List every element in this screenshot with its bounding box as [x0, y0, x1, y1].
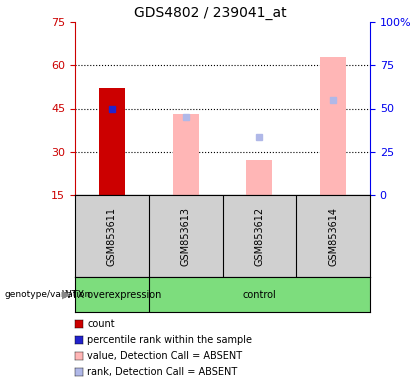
Text: GSM853613: GSM853613 [181, 207, 191, 265]
Text: GSM853611: GSM853611 [107, 207, 117, 265]
Text: rank, Detection Call = ABSENT: rank, Detection Call = ABSENT [87, 367, 237, 377]
Bar [247, 161, 272, 195]
Text: control: control [242, 290, 276, 300]
Text: WTX overexpression: WTX overexpression [62, 290, 162, 300]
Text: GDS4802 / 239041_at: GDS4802 / 239041_at [134, 6, 286, 20]
Text: GSM853612: GSM853612 [255, 207, 264, 266]
Bar [99, 88, 125, 195]
Text: ▶: ▶ [62, 290, 71, 300]
Text: GSM853614: GSM853614 [328, 207, 338, 265]
Text: count: count [87, 319, 115, 329]
Bar [320, 56, 346, 195]
Text: percentile rank within the sample: percentile rank within the sample [87, 335, 252, 345]
Text: genotype/variation: genotype/variation [4, 290, 90, 299]
Text: value, Detection Call = ABSENT: value, Detection Call = ABSENT [87, 351, 242, 361]
Bar [173, 114, 199, 195]
